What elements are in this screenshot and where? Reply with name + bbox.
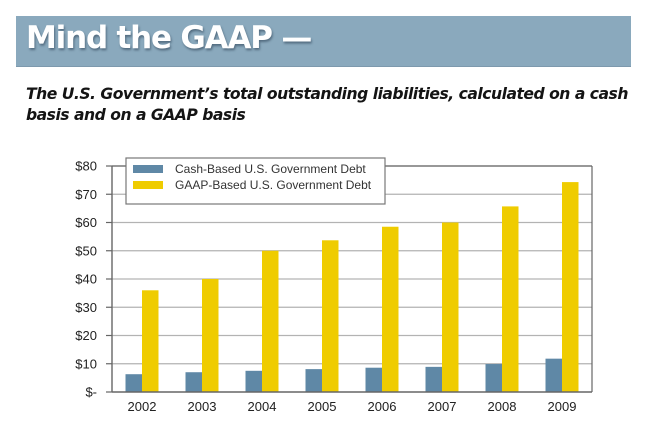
- y-tick-label: $80: [75, 159, 97, 174]
- y-tick-label: $-: [85, 385, 97, 400]
- y-tick-label: $50: [75, 243, 97, 258]
- bar-cash-debt: [425, 366, 442, 392]
- bar-gaap-debt: [502, 206, 519, 392]
- y-tick-label: $20: [75, 328, 97, 343]
- bar-cash-debt: [185, 372, 202, 392]
- x-tick-label: 2004: [248, 399, 277, 414]
- bar-cash-debt: [545, 358, 562, 392]
- bar-gaap-debt: [322, 240, 339, 392]
- y-tick-label: $40: [75, 272, 97, 287]
- x-tick-label: 2009: [548, 399, 577, 414]
- bar-cash-debt: [305, 369, 322, 392]
- legend: Cash-Based U.S. Government Debt GAAP-Base…: [125, 157, 386, 205]
- x-tick-label: 2007: [428, 399, 457, 414]
- chart-subtitle: The U.S. Government’s total outstanding …: [26, 85, 628, 124]
- bar-cash-debt: [125, 374, 142, 392]
- legend-label-gaap: GAAP-Based U.S. Government Debt: [175, 178, 372, 192]
- x-tick-label: 2003: [188, 399, 217, 414]
- legend-label-cash: Cash-Based U.S. Government Debt: [175, 162, 366, 176]
- x-tick-label: 2005: [308, 399, 337, 414]
- bar-gaap-debt: [442, 222, 459, 392]
- header-band: Mind the GAAP —: [16, 16, 631, 67]
- bar-gaap-debt: [262, 250, 279, 392]
- bar-cash-debt: [245, 370, 262, 392]
- bars: [125, 182, 579, 392]
- y-tick-label: $70: [75, 187, 97, 202]
- y-tick-label: $30: [75, 300, 97, 315]
- y-tick-label: $60: [75, 215, 97, 230]
- y-tick-label: $10: [75, 356, 97, 371]
- bar-gaap-debt: [202, 279, 219, 392]
- bar-cash-debt: [485, 364, 502, 392]
- y-tick-labels: $- $10 $20 $30 $40 $50 $60 $70 $80: [75, 159, 97, 400]
- legend-box: [125, 157, 386, 205]
- x-tick-labels: 2002 2003 2004 2005 2006 2007 2008 2009: [128, 399, 577, 414]
- x-tick-label: 2006: [368, 399, 397, 414]
- bar-gaap-debt: [562, 182, 579, 392]
- legend-swatch-gaap: [133, 181, 163, 189]
- chart-title: Mind the GAAP —: [26, 20, 312, 56]
- bar-cash-debt: [365, 367, 382, 392]
- x-tick-label: 2002: [128, 399, 157, 414]
- bar-gaap-debt: [382, 226, 399, 392]
- bar-gaap-debt: [142, 290, 159, 392]
- legend-swatch-cash: [133, 165, 163, 173]
- x-tick-label: 2008: [488, 399, 517, 414]
